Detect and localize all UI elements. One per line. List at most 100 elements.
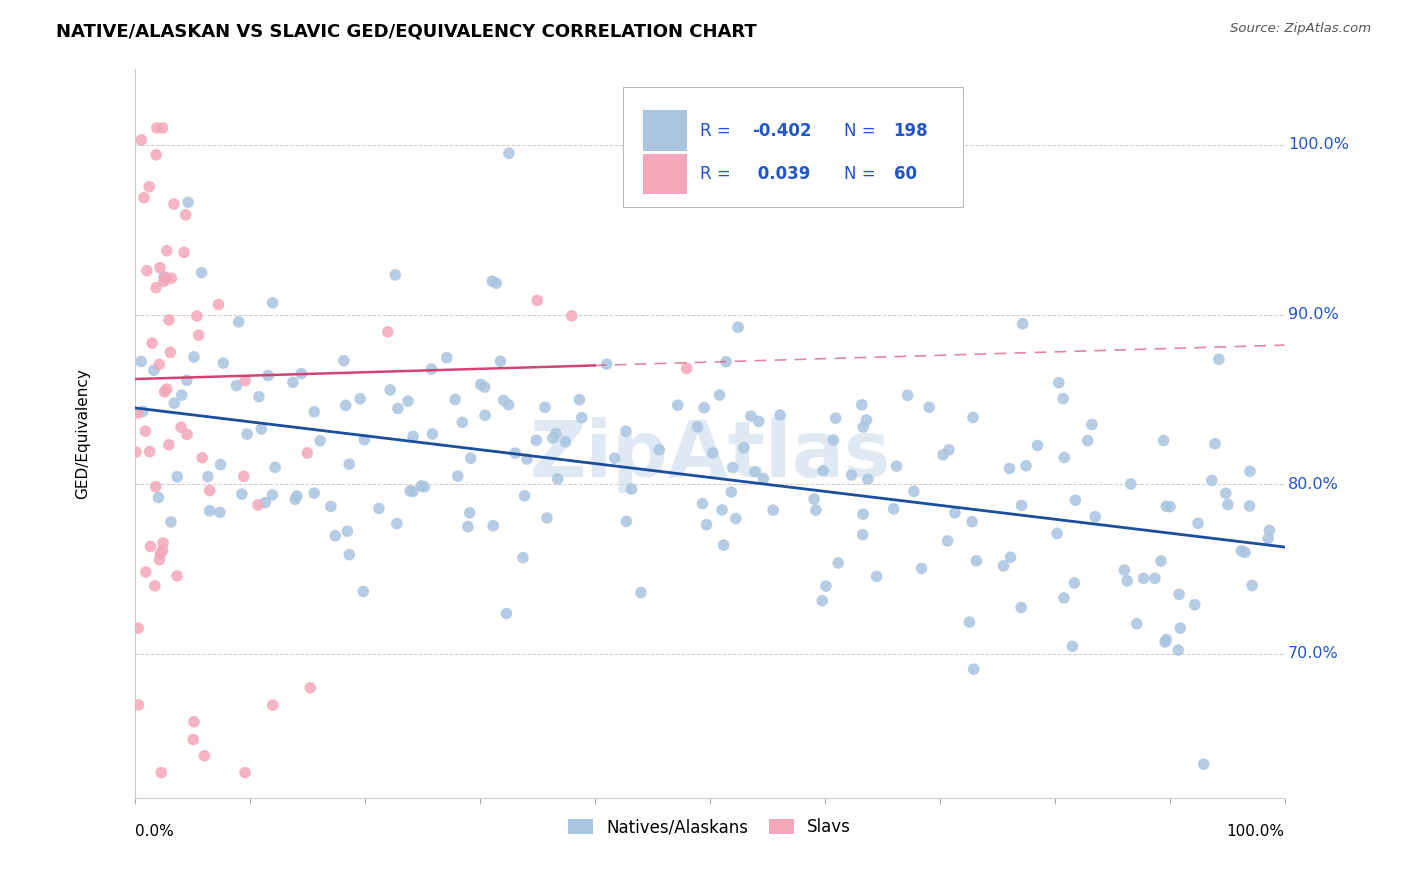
Point <box>337 548 360 562</box>
Point <box>709 388 731 402</box>
Point <box>262 698 284 712</box>
Point <box>648 442 671 457</box>
Point <box>353 433 375 447</box>
Point <box>420 426 443 441</box>
Point <box>474 380 496 394</box>
Point <box>352 584 374 599</box>
Point <box>1204 436 1226 450</box>
Point <box>436 351 458 365</box>
Point <box>752 471 775 485</box>
Point <box>841 468 863 483</box>
Point <box>262 295 284 310</box>
Point <box>544 426 567 441</box>
Point <box>157 313 180 327</box>
Point <box>686 420 709 434</box>
Point <box>1153 434 1175 448</box>
Point <box>281 376 304 390</box>
Point <box>380 383 402 397</box>
Point <box>402 429 425 443</box>
Point <box>127 621 149 635</box>
Point <box>1192 757 1215 772</box>
Point <box>568 392 591 407</box>
Point <box>571 410 593 425</box>
Point <box>614 424 637 438</box>
Point <box>959 615 981 629</box>
Point <box>451 415 474 429</box>
Point <box>233 765 256 780</box>
Point <box>485 277 508 291</box>
Point <box>516 452 538 467</box>
Point <box>932 448 955 462</box>
Point <box>811 593 834 607</box>
Point <box>349 392 371 406</box>
Point <box>247 390 270 404</box>
Point <box>482 518 505 533</box>
Point <box>1239 464 1261 478</box>
Point <box>693 401 716 415</box>
Point <box>447 469 470 483</box>
Point <box>852 507 875 521</box>
Point <box>692 497 714 511</box>
Point <box>960 515 983 529</box>
Point <box>125 445 148 459</box>
Point <box>938 442 960 457</box>
Point <box>965 554 987 568</box>
Text: 70.0%: 70.0% <box>1288 647 1339 661</box>
Point <box>135 263 157 277</box>
Point <box>444 392 467 407</box>
Point <box>190 266 212 280</box>
Point <box>159 345 181 359</box>
Point <box>1063 576 1085 591</box>
Point <box>721 460 744 475</box>
Point <box>824 411 846 425</box>
Point <box>145 148 167 162</box>
Point <box>740 409 762 423</box>
Point <box>198 504 221 518</box>
Point <box>284 492 307 507</box>
Point <box>1156 500 1178 514</box>
Point <box>299 681 322 695</box>
Point <box>1167 643 1189 657</box>
Text: 0.0%: 0.0% <box>135 823 173 838</box>
Point <box>387 401 409 416</box>
Point <box>262 488 284 502</box>
Point <box>470 377 492 392</box>
Point <box>460 451 482 466</box>
Point <box>855 413 877 427</box>
Point <box>918 401 941 415</box>
Point <box>139 539 162 553</box>
Point <box>285 489 308 503</box>
Point <box>148 553 170 567</box>
Point <box>152 120 174 135</box>
Point <box>153 274 176 288</box>
Point <box>402 484 425 499</box>
Point <box>138 444 160 458</box>
Point <box>769 408 792 422</box>
Point <box>131 133 153 147</box>
Point <box>146 120 169 135</box>
Point <box>233 374 256 388</box>
Point <box>1114 563 1136 577</box>
Point <box>337 457 360 471</box>
Point <box>170 388 193 402</box>
Point <box>1052 392 1074 406</box>
Point <box>323 529 346 543</box>
Point <box>962 410 984 425</box>
Point <box>1230 544 1253 558</box>
Point <box>498 146 520 161</box>
Point <box>236 427 259 442</box>
Point <box>727 320 749 334</box>
Point <box>384 268 406 282</box>
Point <box>174 208 197 222</box>
Text: GED/Equivalency: GED/Equivalency <box>76 368 90 499</box>
Point <box>153 384 176 399</box>
Point <box>814 579 837 593</box>
Point <box>149 260 172 275</box>
Point <box>173 245 195 260</box>
Point <box>152 543 174 558</box>
Point <box>145 280 167 294</box>
Point <box>695 517 717 532</box>
Point <box>1000 550 1022 565</box>
Point <box>804 503 827 517</box>
Point <box>827 556 849 570</box>
